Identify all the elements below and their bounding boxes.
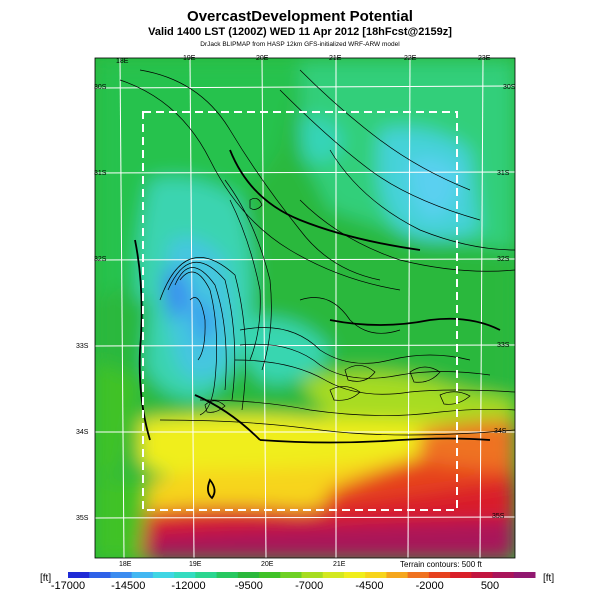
terrain-contour-note: Terrain contours: 500 ft	[400, 560, 482, 569]
lon-label-bottom-20e: 20E	[261, 561, 274, 568]
lat-label-right-35s: 35S	[492, 513, 505, 520]
colorbar-swatch	[131, 572, 154, 578]
colorbar-tick-label: -12000	[171, 580, 206, 592]
colorbar-unit-left: [ft]	[40, 573, 52, 584]
graticule	[95, 58, 515, 558]
colorbar-tick-label: 500	[480, 580, 500, 592]
colorbar-unit-right: [ft]	[543, 573, 555, 584]
colorbar-tick-label: -14500	[111, 580, 146, 592]
colorbar-swatch	[195, 572, 218, 578]
lon-label-bottom-21e: 21E	[333, 561, 346, 568]
lon-label-top-23e: 23E	[478, 55, 491, 62]
model-credit: DrJack BLIPMAP from HASP 12km GFS-initia…	[200, 41, 400, 48]
colorbar-swatch	[237, 572, 260, 578]
colorbar-swatch	[280, 572, 302, 578]
colorbar-swatch	[386, 572, 409, 578]
lon-label-top-18e: 18E	[116, 58, 129, 65]
lat-label-left-31s: 31S	[94, 170, 107, 177]
colorbar-swatch	[110, 572, 133, 578]
colorbar-swatch	[343, 572, 366, 578]
colorbar-swatch	[68, 572, 90, 578]
lat-label-right-30s: 30S	[503, 84, 516, 91]
colorbar-tick-label: -2000	[415, 580, 444, 592]
lat-label-left-32s: 32S	[94, 256, 107, 263]
lat-label-left-30s: 30S	[94, 84, 107, 91]
colorbar-swatch	[407, 572, 430, 578]
lat-label-right-33s: 33S	[497, 342, 510, 349]
colorbar-swatch	[301, 572, 324, 578]
lat-label-right-31s: 31S	[497, 170, 510, 177]
lat-label-left-34s: 34S	[76, 429, 89, 436]
colorbar-swatch	[365, 572, 387, 578]
colorbar-swatch	[216, 572, 239, 578]
lon-label-top-21e: 21E	[329, 55, 342, 62]
lat-label-left-33s: 33S	[76, 343, 89, 350]
colorbar-swatch	[322, 572, 345, 578]
inner-domain-box	[142, 111, 458, 511]
colorbar	[68, 572, 536, 578]
colorbar-swatch	[152, 572, 175, 578]
bold-contours	[134, 149, 501, 500]
lat-label-right-34s: 34S	[494, 428, 507, 435]
lat-label-right-32s: 32S	[497, 256, 510, 263]
lon-label-top-20e: 20E	[256, 55, 269, 62]
colorbar-swatch	[174, 572, 196, 578]
colorbar-tick-label: -9500	[234, 580, 263, 592]
lon-label-top-22e: 22E	[404, 55, 417, 62]
lon-label-bottom-19e: 19E	[189, 561, 202, 568]
map-subtitle: Valid 1400 LST (1200Z) WED 11 Apr 2012 […	[148, 26, 452, 38]
lon-label-top-19e: 19E	[183, 55, 196, 62]
colorbar-tick-label: -4500	[355, 580, 384, 592]
colorbar-swatch	[492, 572, 515, 578]
colorbar-swatch	[471, 572, 494, 578]
colorbar-swatch	[428, 572, 451, 578]
colorbar-tick-label: -17000	[50, 580, 86, 592]
terrain-contours	[119, 69, 515, 436]
lon-label-bottom-18e: 18E	[119, 561, 132, 568]
colorbar-swatch	[259, 572, 281, 578]
colorbar-swatch	[513, 572, 536, 578]
colorbar-tick-label: -7000	[295, 580, 324, 592]
map-title: OvercastDevelopment Potential	[187, 8, 413, 25]
map-field	[95, 58, 515, 558]
colorbar-swatch	[450, 572, 472, 578]
colorbar-swatch	[89, 572, 111, 578]
lat-label-left-35s: 35S	[76, 515, 89, 522]
